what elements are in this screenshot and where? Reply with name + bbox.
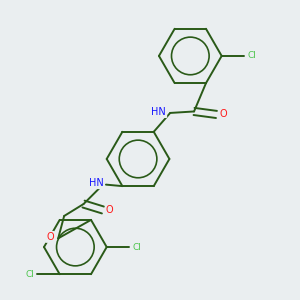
- Text: Cl: Cl: [247, 51, 256, 60]
- Text: O: O: [106, 205, 113, 215]
- Text: Cl: Cl: [26, 270, 34, 279]
- Text: HN: HN: [89, 178, 104, 188]
- Text: Cl: Cl: [132, 242, 141, 251]
- Text: HN: HN: [152, 107, 166, 117]
- Text: O: O: [46, 232, 54, 242]
- Text: O: O: [219, 110, 227, 119]
